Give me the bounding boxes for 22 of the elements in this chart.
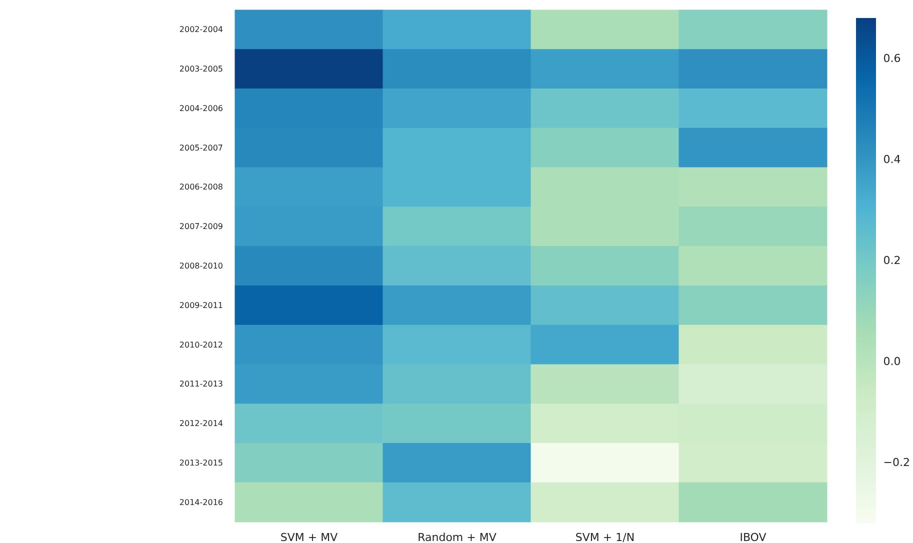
y-tick-label: 2009-2011 <box>179 300 223 310</box>
y-tick-label: 2014-2016 <box>179 498 223 507</box>
y-tick-label: 2005-2007 <box>179 143 223 152</box>
x-tick-label: IBOV <box>740 531 767 543</box>
y-tick-label: 2003-2005 <box>179 64 223 74</box>
color-bar-label: −0.2 <box>883 456 910 469</box>
y-tick-label: 2008-2010 <box>179 262 223 270</box>
y-tick-label: 2002-2004 <box>179 25 223 34</box>
y-tick-label: 2006-2008 <box>179 182 223 192</box>
y-tick-label: 2012-2014 <box>179 419 223 428</box>
y-tick-label: 2004-2006 <box>179 104 223 113</box>
y-tick-label: 2007-2009 <box>179 222 223 232</box>
x-tick-label: SVM + MV <box>280 531 338 543</box>
color-bar-label: 0.0 <box>883 354 901 368</box>
color-bar-label: 0.4 <box>883 152 901 166</box>
color-bar-label: 0.2 <box>883 254 901 267</box>
y-tick-label: 2010-2012 <box>179 340 223 350</box>
color-bar-label: 0.6 <box>883 52 901 65</box>
x-tick-label: Random + MV <box>418 531 497 543</box>
y-tick-label: 2013-2015 <box>179 458 223 468</box>
y-tick-label: 2011-2013 <box>179 380 223 389</box>
x-tick-label: SVM + 1/N <box>575 531 635 543</box>
